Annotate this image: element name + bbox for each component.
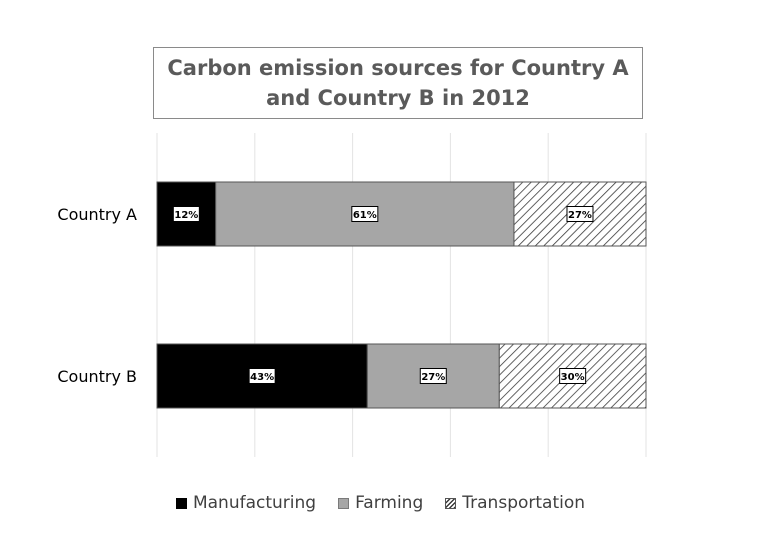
data-label-box: [419, 368, 447, 384]
legend-label: Transportation: [462, 493, 586, 513]
legend-swatch: [175, 497, 187, 509]
legend: Manufacturing Farming Transportation: [0, 493, 761, 513]
data-label-box: [351, 206, 379, 222]
category-label: Country B: [57, 367, 137, 386]
bar-manufacturing: [156, 181, 217, 247]
data-label: 12%: [174, 210, 198, 221]
legend-item: Transportation: [445, 493, 585, 513]
data-label: 27%: [421, 372, 445, 383]
legend-swatch: [338, 497, 350, 509]
legend-label: Manufacturing: [192, 493, 317, 513]
data-label: 43%: [250, 372, 274, 383]
data-label-box: [566, 206, 594, 222]
bars: [156, 181, 647, 409]
chart-title: Carbon emission sources for Country A an…: [167, 56, 629, 110]
legend-swatch: [445, 497, 457, 509]
chart-title-box: Carbon emission sources for Country A an…: [153, 47, 643, 119]
legend-item: Manufacturing: [175, 493, 317, 513]
data-label-box: [559, 368, 587, 384]
category-label: Country A: [57, 205, 137, 224]
legend-label: Farming: [355, 493, 424, 513]
data-label: 27%: [568, 210, 592, 221]
data-labels: 12% 61% 27% 43% 27% 30%: [172, 206, 594, 384]
data-label: 61%: [353, 210, 377, 221]
data-label-box: [172, 206, 200, 222]
data-label-box: [248, 368, 276, 384]
data-label: 30%: [561, 372, 585, 383]
category-labels: Country A Country B: [57, 205, 137, 386]
legend-item: Farming: [338, 493, 423, 513]
